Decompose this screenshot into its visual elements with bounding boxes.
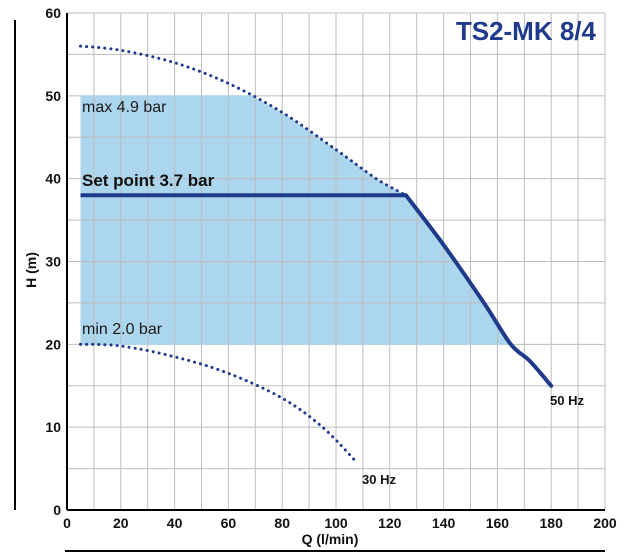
x-tick-label: 60 [221, 515, 237, 531]
curve-50hz-solid [403, 193, 554, 388]
min-pressure-label: min 2.0 bar [82, 321, 163, 338]
y-tick-label: 50 [45, 88, 61, 104]
x-tick-label: 200 [593, 515, 617, 531]
x-tick-label: 0 [63, 515, 71, 531]
y-tick-label: 40 [45, 171, 61, 187]
set-point-label: Set point 3.7 bar [82, 171, 215, 190]
axis-layer: 0 20 40 60 80 100 120 140 160 180 200 0 10 20 30 40 50 60 [14, 5, 617, 552]
x-tick-label: 160 [486, 515, 510, 531]
x-tick-label: 40 [167, 515, 183, 531]
grid-layer [67, 12, 606, 510]
series-label-30hz: 30 Hz [362, 472, 396, 487]
x-tick-label: 120 [378, 515, 402, 531]
series-label-50hz: 50 Hz [550, 393, 584, 408]
y-tick-label: 60 [45, 5, 61, 21]
x-tick-label: 20 [113, 515, 129, 531]
x-axis-label: Q (l/min) [302, 531, 359, 547]
x-tick-label: 140 [432, 515, 456, 531]
y-tick-label: 20 [45, 336, 61, 352]
curve-30hz-dotted [79, 342, 357, 462]
x-tick-label: 180 [540, 515, 564, 531]
x-tick-label: 80 [274, 515, 290, 531]
y-tick-label: 30 [45, 254, 61, 270]
chart-title: TS2-MK 8/4 [456, 16, 597, 46]
y-tick-label: 10 [45, 419, 61, 435]
max-pressure-label: max 4.9 bar [82, 99, 167, 116]
curve-layer [79, 44, 554, 462]
y-axis-label: H (m) [23, 252, 39, 288]
x-tick-label: 100 [324, 515, 348, 531]
y-tick-label: 0 [53, 502, 61, 518]
